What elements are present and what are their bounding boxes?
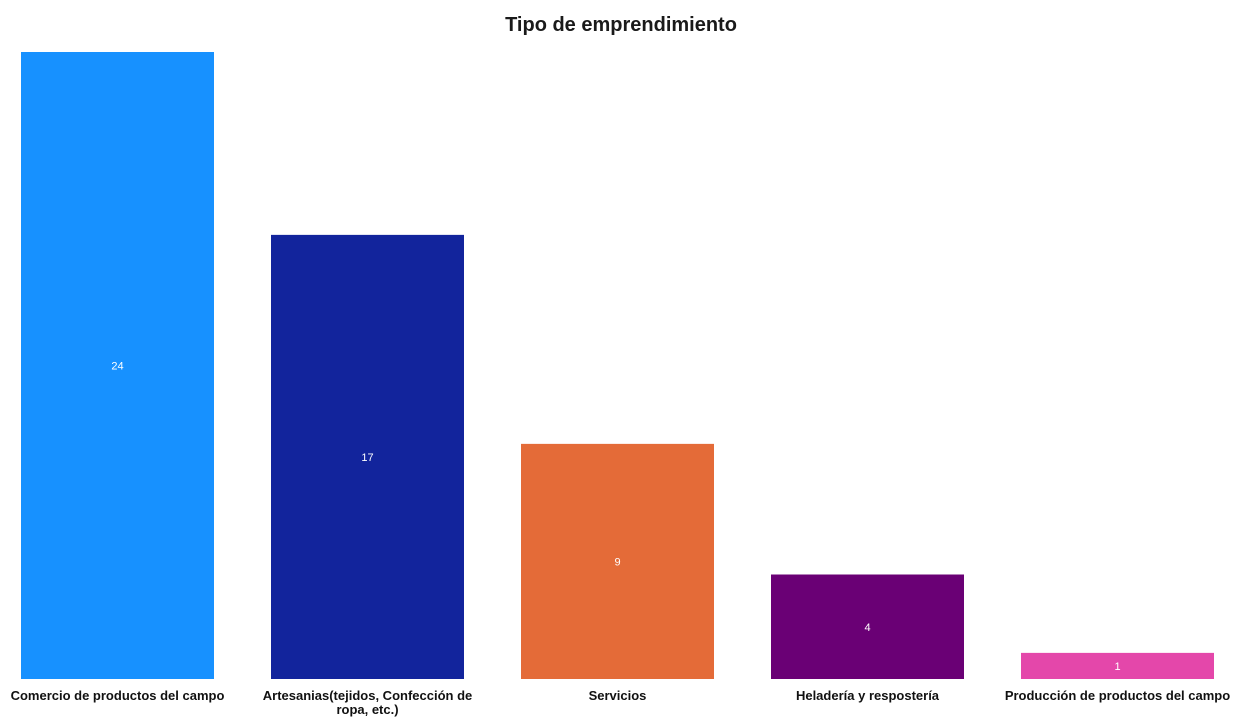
- bar-value-label-3: 4: [864, 622, 870, 634]
- bar-2: [521, 443, 714, 679]
- bar-0: [21, 52, 214, 679]
- x-tick-label-0: Comercio de productos del campo: [10, 688, 225, 703]
- bar-value-label-4: 1: [1114, 661, 1120, 673]
- bar-value-label-0: 24: [111, 361, 123, 373]
- x-tick-label-2: Servicios: [588, 688, 647, 703]
- bar-4: [1021, 652, 1214, 679]
- bar-value-label-1: 17: [361, 452, 373, 464]
- x-tick-label-4: Producción de productos del campo: [1004, 688, 1231, 703]
- bar-value-label-2: 9: [614, 556, 620, 568]
- bar-1: [271, 234, 464, 679]
- x-tick-label-1: Artesanias(tejidos, Confección de ropa, …: [262, 688, 473, 717]
- x-tick-label-3: Heladería y respostería: [795, 688, 940, 703]
- chart-title: Tipo de emprendimiento: [505, 14, 737, 36]
- bar-3: [771, 574, 964, 679]
